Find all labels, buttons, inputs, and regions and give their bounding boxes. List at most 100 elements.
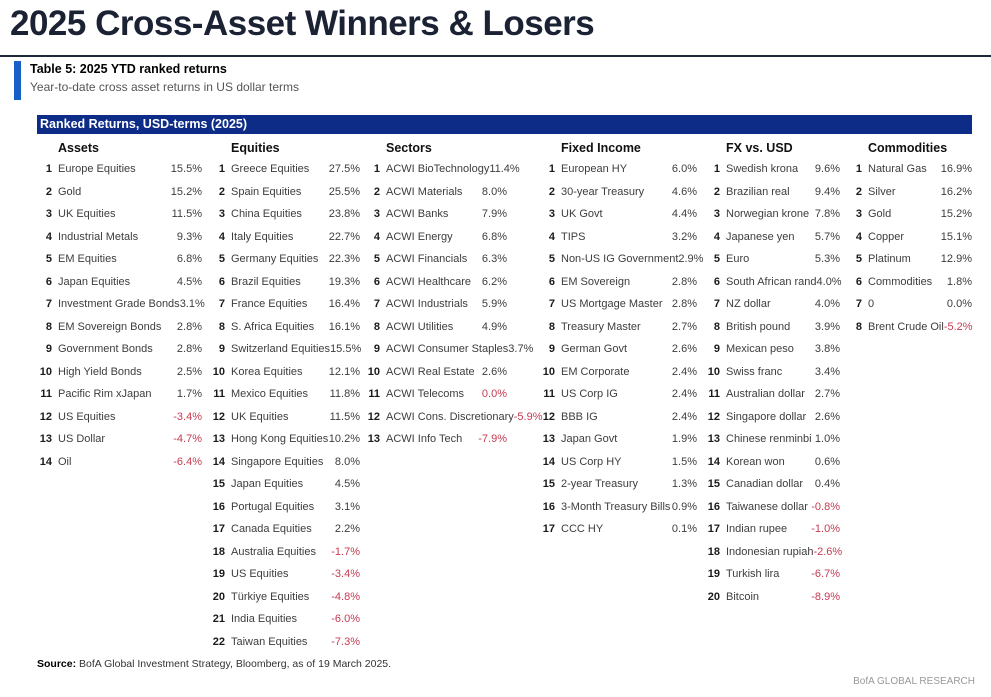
row-label: CCC HY: [561, 523, 604, 536]
table-row: 21 India Equities -6.0%: [210, 608, 360, 631]
row-label: Türkiye Equities: [231, 590, 310, 603]
rank-column-fx-vs-usd: FX vs. USD 1 Swedish krona 9.6% 2 Brazilian r…: [705, 136, 842, 609]
row-value: 0.1%: [671, 523, 697, 536]
row-rank: 12: [39, 410, 52, 423]
row-rank: 10: [367, 365, 380, 378]
table-row: 5 Platinum 12.9%: [847, 248, 972, 271]
row-rank: 13: [707, 433, 720, 446]
row-label: Mexican peso: [726, 343, 794, 356]
row-label: Norwegian krone: [726, 208, 810, 221]
row-label: Singapore dollar: [726, 410, 807, 423]
row-value: 4.5%: [334, 478, 360, 491]
row-rank: 17: [707, 523, 720, 536]
row-label: Euro: [726, 253, 750, 266]
row-label: Canadian dollar: [726, 478, 804, 491]
table-row: 20 Bitcoin -8.9%: [705, 586, 840, 609]
row-label: Brent Crude Oil: [868, 320, 944, 333]
table-row: 17 Canada Equities 2.2%: [210, 518, 360, 541]
table-row: 13 US Dollar -4.7%: [37, 428, 202, 451]
row-rank: 2: [713, 185, 720, 198]
table-caption-subtitle: Year-to-date cross asset returns in US d…: [30, 80, 299, 94]
row-label: Hong Kong Equities: [231, 433, 329, 446]
table-row: 14 Singapore Equities 8.0%: [210, 451, 360, 474]
row-label: British pound: [726, 320, 791, 333]
table-row: 7 France Equities 16.4%: [210, 293, 360, 316]
row-value: 8.0%: [481, 185, 507, 198]
row-rank: 14: [212, 455, 225, 468]
row-value: 8.0%: [334, 455, 360, 468]
row-rank: 4: [218, 230, 225, 243]
row-rank: 4: [713, 230, 720, 243]
table-row: 10 Swiss franc 3.4%: [705, 361, 840, 384]
row-label: Japan Equities: [231, 478, 304, 491]
row-value: 19.3%: [328, 275, 360, 288]
table-row: 2 Silver 16.2%: [847, 181, 972, 204]
row-label: Swedish krona: [726, 163, 799, 176]
row-label: Germany Equities: [231, 253, 319, 266]
row-rank: 9: [548, 343, 555, 356]
row-label: Japanese yen: [726, 230, 795, 243]
table-row: 17 CCC HY 0.1%: [540, 518, 697, 541]
row-rank: 6: [548, 275, 555, 288]
table-row: 5 EM Equities 6.8%: [37, 248, 202, 271]
row-value: -6.4%: [173, 455, 202, 468]
row-value: 1.0%: [814, 433, 840, 446]
page-title: 2025 Cross-Asset Winners & Losers: [10, 4, 595, 43]
row-rank: 5: [218, 253, 225, 266]
row-value: 2.4%: [671, 365, 697, 378]
row-value: 0.0%: [946, 298, 972, 311]
row-value: 5.9%: [481, 298, 507, 311]
row-value: 3.1%: [179, 298, 205, 311]
row-value: 15.1%: [940, 230, 972, 243]
table-row: 1 Natural Gas 16.9%: [847, 158, 972, 181]
row-value: 15.2%: [170, 185, 202, 198]
row-rank: 16: [212, 500, 225, 513]
row-label: US Corp HY: [561, 455, 622, 468]
row-label: Gold: [58, 185, 82, 198]
row-label: US Corp IG: [561, 388, 618, 401]
table-row: 9 Switzerland Equities 15.5%: [210, 338, 361, 361]
row-rank: 16: [707, 500, 720, 513]
row-value: 11.4%: [489, 163, 520, 176]
row-value: 6.2%: [481, 275, 507, 288]
table-row: 6 South African rand 4.0%: [705, 271, 842, 294]
table-row: 4 ACWI Energy 6.8%: [365, 226, 507, 249]
row-label: China Equities: [231, 208, 302, 221]
row-label: Korean won: [726, 455, 785, 468]
row-value: 1.8%: [946, 275, 972, 288]
row-rank: 10: [542, 365, 555, 378]
row-label: Portugal Equities: [231, 500, 315, 513]
row-label: UK Equities: [231, 410, 289, 423]
row-rank: 1: [218, 163, 225, 176]
table-row: 3 Gold 15.2%: [847, 203, 972, 226]
row-label: Japan Govt: [561, 433, 618, 446]
row-rank: 15: [212, 478, 225, 491]
column-header: Commodities: [868, 141, 948, 155]
table-row: 3 UK Govt 4.4%: [540, 203, 697, 226]
table-row: 5 Non-US IG Government 2.9%: [540, 248, 704, 271]
table-caption: Table 5: 2025 YTD ranked returns Year-to…: [14, 61, 299, 100]
row-label: Taiwanese dollar: [726, 500, 808, 513]
rank-column-sectors: Sectors 1 ACWI BioTechnology 11.4% 2 ACWI Mat…: [365, 136, 543, 451]
row-value: 1.9%: [671, 433, 697, 446]
row-rank: 1: [855, 163, 862, 176]
row-label: South African rand: [726, 275, 817, 288]
table-row: 4 Industrial Metals 9.3%: [37, 226, 202, 249]
row-label: S. Africa Equities: [231, 320, 315, 333]
row-value: 2.6%: [814, 410, 840, 423]
table-row: 9 German Govt 2.6%: [540, 338, 697, 361]
row-label: Gold: [868, 208, 892, 221]
table-row: 3 China Equities 23.8%: [210, 203, 360, 226]
row-value: 2.8%: [671, 298, 697, 311]
source-text: BofA Global Investment Strategy, Bloombe…: [76, 658, 392, 670]
row-label: Non-US IG Government: [561, 253, 679, 266]
row-rank: 2: [373, 185, 380, 198]
table-row: 18 Indonesian rupiah -2.6%: [705, 541, 842, 564]
row-label: US Dollar: [58, 433, 106, 446]
table-row: 7 NZ dollar 4.0%: [705, 293, 840, 316]
rank-column-commodities: Commodities 1 Natural Gas 16.9% 2 Silver 16.2%…: [847, 136, 973, 338]
row-rank: 3: [218, 208, 225, 221]
row-rank: 10: [707, 365, 720, 378]
table-row: 2 Brazilian real 9.4%: [705, 181, 840, 204]
table-row: 13 ACWI Info Tech -7.9%: [365, 428, 507, 451]
